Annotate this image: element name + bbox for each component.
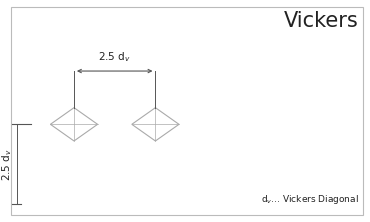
Text: 2.5 d$_v$: 2.5 d$_v$	[98, 51, 131, 64]
Text: d$_v$... Vickers Diagonal: d$_v$... Vickers Diagonal	[261, 193, 359, 206]
Text: Vickers: Vickers	[284, 11, 359, 31]
Text: 2.5 d$_v$: 2.5 d$_v$	[0, 148, 14, 181]
